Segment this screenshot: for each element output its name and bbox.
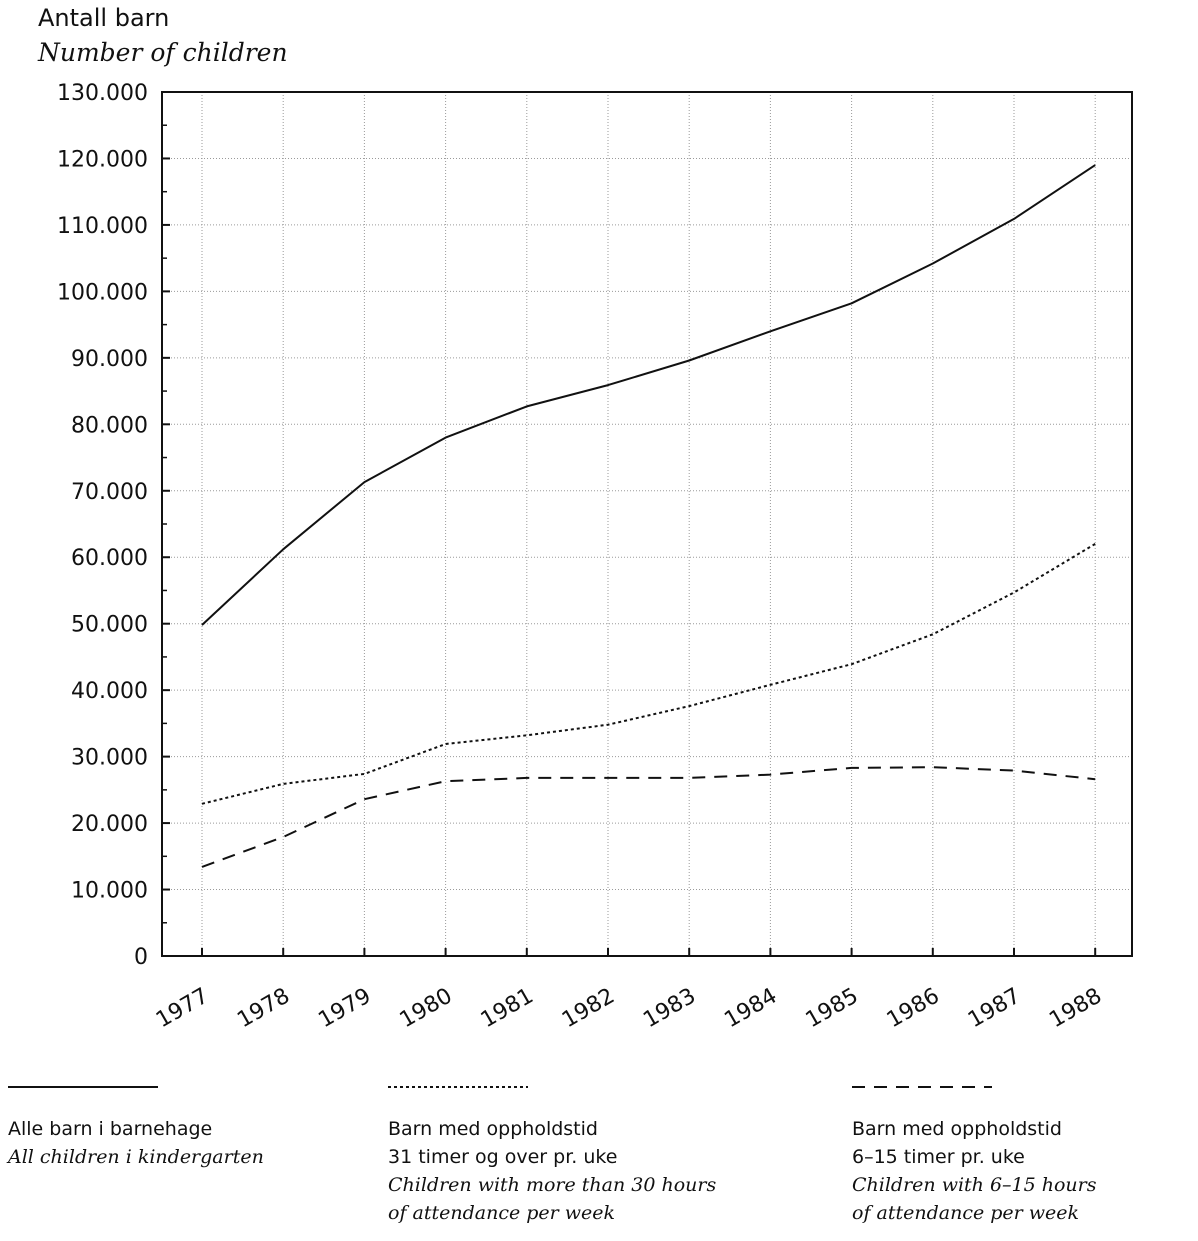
x-tick-labels: 1977 1978 1979 1980 1981 1982 1983 1984 1985 1986… — [152, 984, 1106, 1034]
legend-label-en: All children i kindergarten — [8, 1146, 264, 1168]
x-tick-label: 1980 — [396, 984, 457, 1034]
legend-swatch-solid — [8, 1086, 158, 1088]
legend-item-all-children: Alle barn i barnehage All children i kin… — [8, 1085, 368, 1171]
y-tick-label: 130.000 — [57, 81, 148, 106]
y-tick-label: 110.000 — [57, 214, 148, 239]
legend-item-6-15-hours: Barn med oppholdstid 6–15 timer pr. uke … — [852, 1085, 1192, 1227]
legend-label-no-2: 6–15 timer pr. uke — [852, 1146, 1025, 1168]
legend-label-no: Barn med oppholdstid — [388, 1118, 598, 1140]
y-tick-label: 120.000 — [57, 147, 148, 172]
x-tick-label: 1988 — [1045, 984, 1106, 1034]
y-tick-label: 30.000 — [71, 746, 148, 771]
y-axis-title-english: Number of children — [38, 38, 288, 67]
x-tick-label: 1982 — [558, 984, 619, 1034]
x-tick-label: 1985 — [802, 984, 863, 1034]
x-tick-label: 1984 — [720, 984, 781, 1034]
y-tick-label: 70.000 — [71, 480, 148, 505]
legend-label-no: Barn med oppholdstid — [852, 1118, 1062, 1140]
x-tick-label: 1987 — [964, 984, 1025, 1034]
legend-label-no: Alle barn i barnehage — [8, 1118, 213, 1140]
legend-item-more-than-30-hours: Barn med oppholdstid 31 timer og over pr… — [388, 1085, 828, 1227]
y-tick-label: 100.000 — [57, 280, 148, 305]
legend-label-en: Children with 6–15 hours — [852, 1174, 1097, 1196]
x-tick-label: 1983 — [639, 984, 700, 1034]
y-tick-label: 0 — [134, 945, 148, 970]
legend-label-en-2: of attendance per week — [852, 1202, 1080, 1224]
legend-label-en: Children with more than 30 hours — [388, 1174, 717, 1196]
x-tick-label: 1981 — [477, 984, 538, 1034]
y-tick-label: 50.000 — [71, 613, 148, 638]
y-tick-label: 90.000 — [71, 347, 148, 372]
x-tick-label: 1977 — [152, 984, 213, 1034]
y-tick-label: 20.000 — [71, 812, 148, 837]
legend-label-no-2: 31 timer og over pr. uke — [388, 1146, 618, 1168]
x-tick-label: 1979 — [314, 984, 375, 1034]
series-lines — [201, 164, 1096, 868]
y-axis-title-norwegian: Antall barn — [38, 4, 170, 32]
y-tick-label: 10.000 — [71, 879, 148, 904]
y-tick-label: 80.000 — [71, 413, 148, 438]
series-line-dashed — [201, 766, 1096, 868]
legend-swatch-dotted — [388, 1086, 528, 1088]
y-tick-label: 40.000 — [71, 679, 148, 704]
series-line-dotted — [201, 543, 1096, 805]
series-line-solid — [201, 164, 1096, 626]
legend-label-en-2: of attendance per week — [388, 1202, 616, 1224]
x-tick-label: 1978 — [233, 984, 294, 1034]
legend-swatch-dashed — [852, 1086, 992, 1088]
y-tick-label: 60.000 — [71, 546, 148, 571]
plot-frame — [161, 91, 1133, 957]
line-chart: 0 10.000 20.000 30.000 40.000 50.000 60.000 70.… — [57, 81, 1133, 1034]
y-tick-labels: 0 10.000 20.000 30.000 40.000 50.000 60.000 70.… — [57, 81, 148, 970]
gridlines — [162, 91, 1132, 957]
x-tick-label: 1986 — [883, 984, 944, 1034]
